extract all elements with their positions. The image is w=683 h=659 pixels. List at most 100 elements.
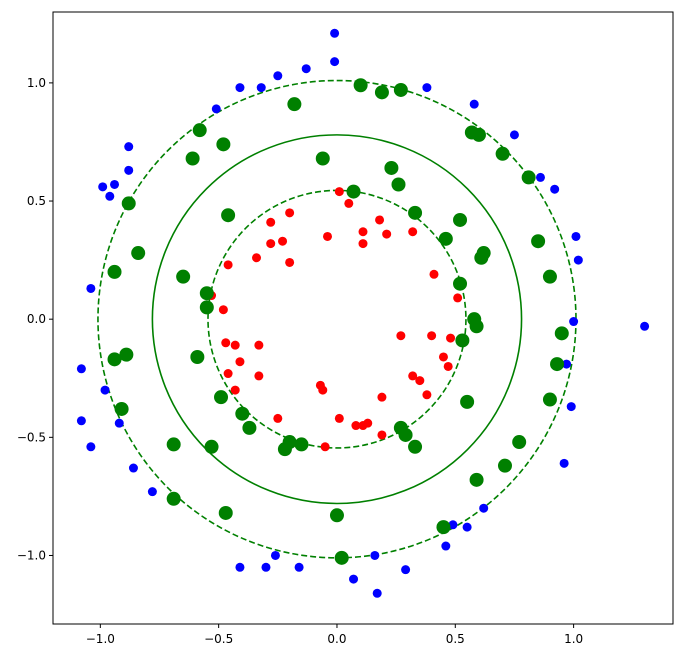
point-series-0-14 [569,317,579,327]
point-series-2-7 [216,137,231,152]
point-series-2-18 [221,208,236,223]
point-series-2-23 [476,246,491,261]
point-series-1-34 [377,392,387,402]
point-series-0-40 [441,541,451,551]
point-series-1-29 [254,371,264,381]
point-series-2-28 [199,286,214,301]
point-series-0-37 [370,550,380,560]
y-tick-label: −0.5 [17,430,46,444]
point-series-0-32 [235,562,245,572]
point-series-1-21 [446,333,456,343]
y-tick-label: 0.0 [27,312,46,326]
point-series-2-20 [438,231,453,246]
point-series-2-1 [374,85,389,100]
point-series-0-15 [562,359,572,369]
point-series-0-26 [100,385,110,395]
point-series-0-42 [462,522,472,532]
point-series-1-19 [396,331,406,341]
y-tick-label: −1.0 [17,548,46,562]
point-series-0-28 [86,442,96,452]
point-series-2-57 [329,508,344,523]
x-tick-label: 0.0 [327,632,346,646]
point-series-1-41 [377,430,387,440]
point-series-2-15 [531,234,546,249]
x-tick-label: −0.5 [204,632,233,646]
point-series-2-38 [214,390,229,405]
point-series-2-8 [185,151,200,166]
point-series-0-8 [469,99,479,109]
point-series-2-26 [107,264,122,279]
point-series-2-3 [287,97,302,112]
point-series-0-34 [270,550,280,560]
point-series-0-41 [448,520,458,530]
point-series-2-36 [107,352,122,367]
point-series-0-17 [559,458,569,468]
point-series-2-50 [166,437,181,452]
point-series-2-37 [550,357,565,372]
point-series-0-38 [372,588,382,598]
point-series-2-31 [469,319,484,334]
point-series-1-6 [382,229,392,239]
point-series-1-42 [320,442,330,452]
point-series-0-19 [124,142,134,152]
point-series-0-9 [509,130,519,140]
y-tick-label: 1.0 [27,76,46,90]
point-series-2-21 [453,212,468,227]
point-series-0-23 [105,191,115,201]
point-series-2-42 [460,394,475,409]
point-series-1-7 [408,227,418,237]
point-series-2-35 [119,347,134,362]
point-series-1-23 [443,361,453,371]
point-series-1-18 [453,293,463,303]
point-series-0-13 [573,255,583,265]
point-series-2-39 [114,401,129,416]
point-series-1-25 [230,340,240,350]
point-series-2-27 [176,269,191,284]
point-series-2-45 [398,427,413,442]
point-series-1-20 [427,331,437,341]
point-series-1-2 [323,231,333,241]
point-series-2-43 [542,392,557,407]
point-series-2-55 [166,491,181,506]
point-series-2-52 [512,435,527,450]
point-series-2-58 [436,520,451,535]
point-series-2-46 [408,439,423,454]
point-series-2-49 [294,437,309,452]
x-tick-label: 0.5 [446,632,465,646]
point-series-0-3 [273,71,283,81]
axes-frame [52,11,674,625]
point-series-1-12 [285,257,295,267]
point-series-1-1 [344,198,354,208]
point-series-1-16 [218,305,228,315]
x-tick-label: −1.0 [86,632,115,646]
point-series-0-33 [261,562,271,572]
point-series-2-29 [199,300,214,315]
point-series-1-13 [252,253,262,263]
point-series-2-10 [346,184,361,199]
point-series-2-14 [521,170,536,185]
point-series-1-38 [351,421,361,431]
point-series-0-4 [256,83,266,93]
point-series-2-13 [495,146,510,161]
point-series-1-30 [230,385,240,395]
point-series-2-6 [192,123,207,138]
point-series-1-4 [358,239,368,249]
point-series-2-34 [190,349,205,364]
point-series-2-41 [242,420,257,435]
point-series-1-27 [235,357,245,367]
point-series-0-12 [571,231,581,241]
point-series-2-12 [391,177,406,192]
circle-solid-1 [151,134,523,505]
point-series-1-22 [438,352,448,362]
point-series-0-10 [535,172,545,182]
point-series-0-25 [76,364,86,374]
point-series-1-33 [422,390,432,400]
point-series-1-10 [278,236,288,246]
point-series-0-0 [330,28,340,38]
point-series-0-39 [401,565,411,575]
point-series-1-3 [358,227,368,237]
point-series-1-32 [415,376,425,386]
point-series-0-2 [301,64,311,74]
